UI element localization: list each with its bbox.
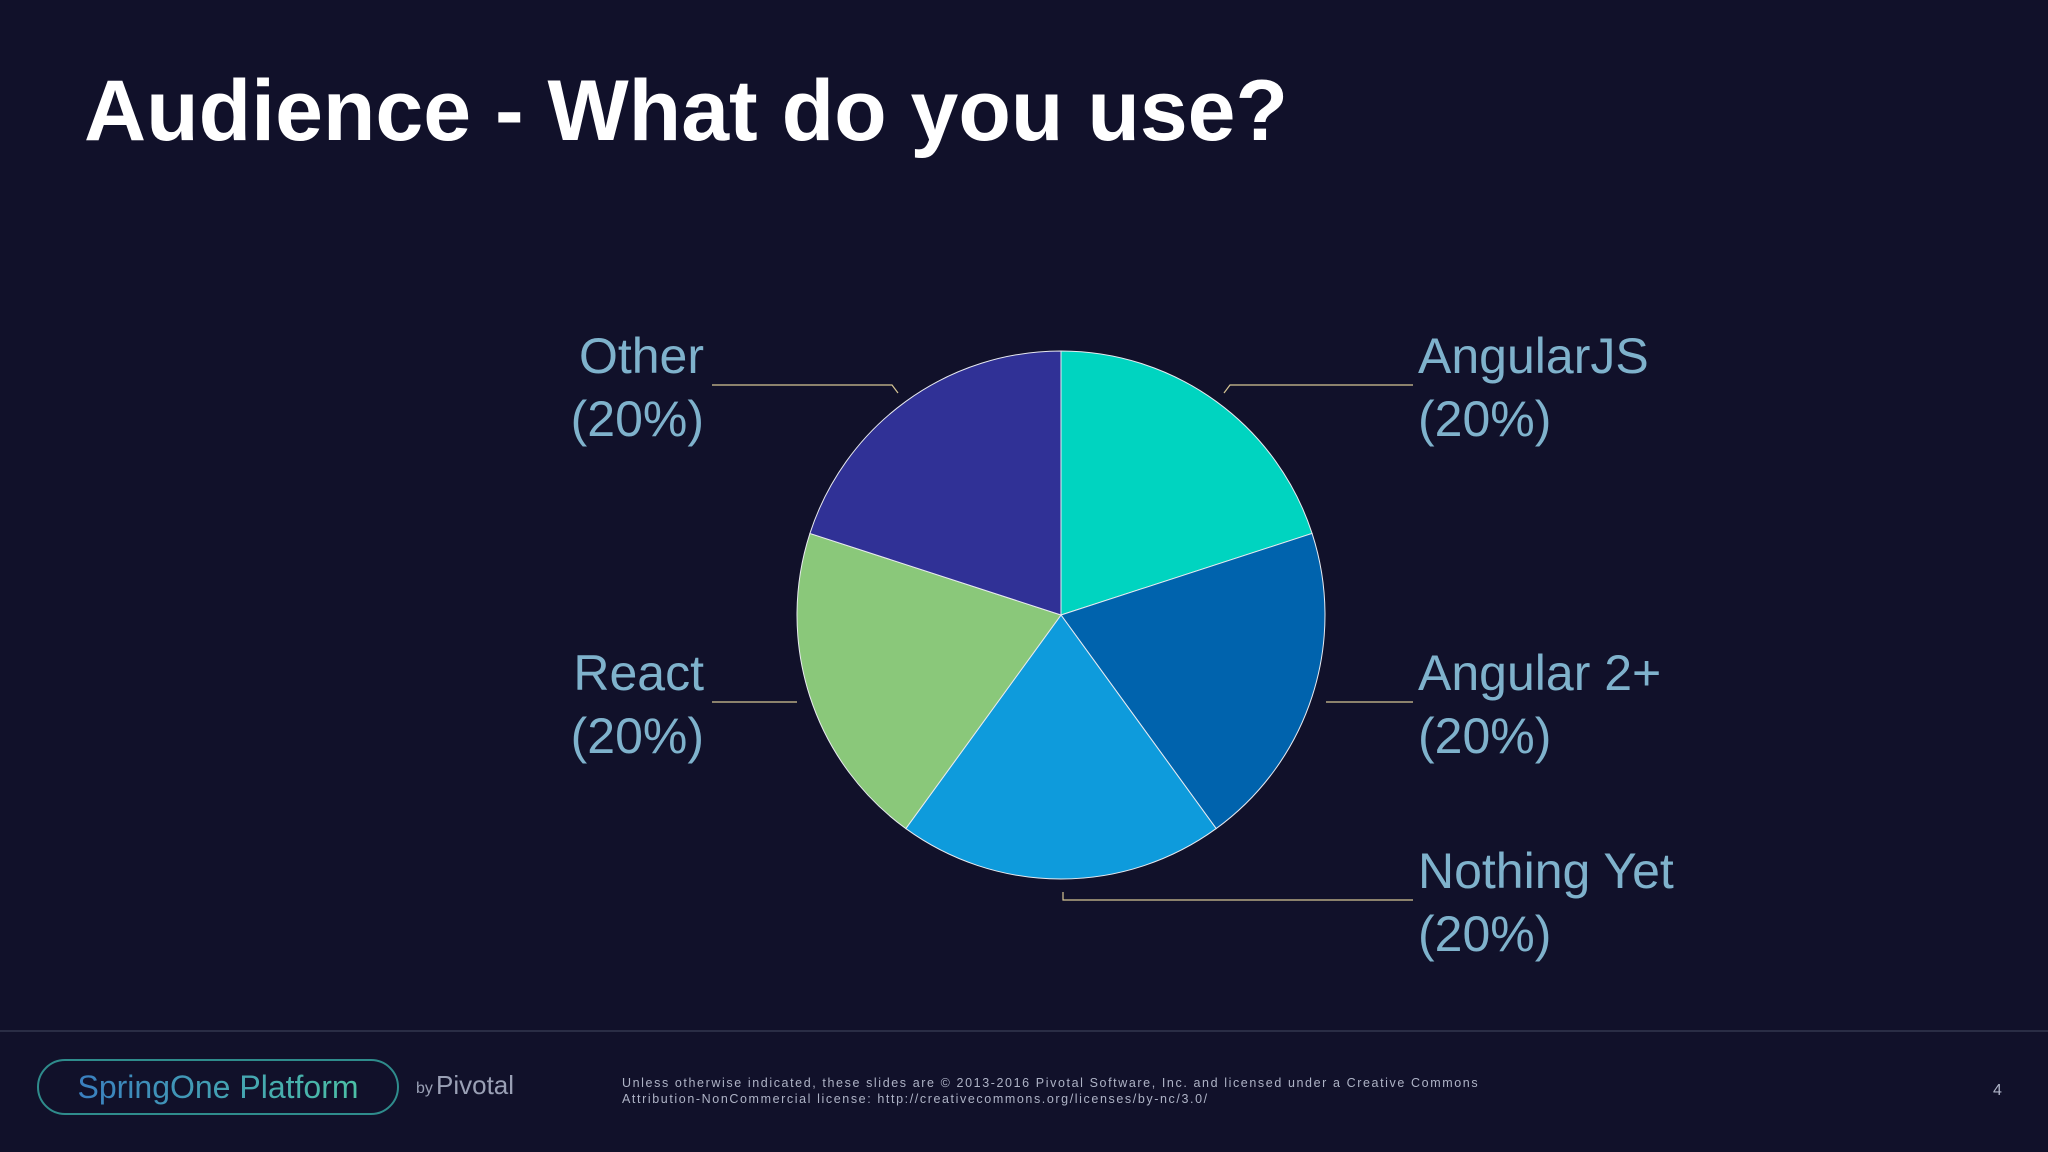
brand-company: Pivotal (436, 1070, 515, 1100)
license-text: Unless otherwise indicated, these slides… (622, 1075, 1479, 1107)
slice-label-name: Other (579, 328, 704, 384)
leader-line (712, 384, 899, 394)
slice-label-value: (20%) (1418, 391, 1551, 447)
page-number: 4 (1993, 1082, 2002, 1099)
license-line: Unless otherwise indicated, these slides… (622, 1076, 1480, 1090)
slice-label-value: (20%) (571, 391, 704, 447)
slice-labels: AngularJS (20%) Angular 2+ (20%) Nothing Yet… (571, 328, 1674, 962)
license-line: Attribution-NonCommercial license: http:… (622, 1092, 1209, 1106)
brand-logo: SpringOne Platform (37, 1059, 399, 1115)
pie-slice-angular-2 (1060, 532, 1326, 830)
leader-lines (712, 384, 1413, 901)
slice-label-name: Angular 2+ (1418, 645, 1661, 701)
pie-slice-nothing-yet (905, 614, 1217, 880)
slice-label-value: (20%) (1418, 906, 1551, 962)
slice-label-value: (20%) (571, 708, 704, 764)
brand-by: by (416, 1080, 433, 1097)
slice-label-name: React (573, 645, 704, 701)
footer: SpringOne Platform by Pivotal Unless oth… (0, 1030, 2048, 1152)
pie-slice-react (796, 532, 1062, 830)
leader-line (1062, 892, 1413, 901)
pie-slices (796, 350, 1326, 880)
pie-slice-other (809, 350, 1062, 616)
slice-label-name: AngularJS (1418, 328, 1649, 384)
slice-label-name: Nothing Yet (1418, 843, 1674, 899)
pie-chart: AngularJS (20%) Angular 2+ (20%) Nothing Yet… (571, 328, 1674, 962)
leader-line (1223, 384, 1413, 394)
pie-slice-angularjs (1060, 350, 1313, 616)
slide-title: Audience - What do you use? (84, 63, 1289, 159)
brand-name: SpringOne Platform (77, 1068, 359, 1105)
slice-label-value: (20%) (1418, 708, 1551, 764)
